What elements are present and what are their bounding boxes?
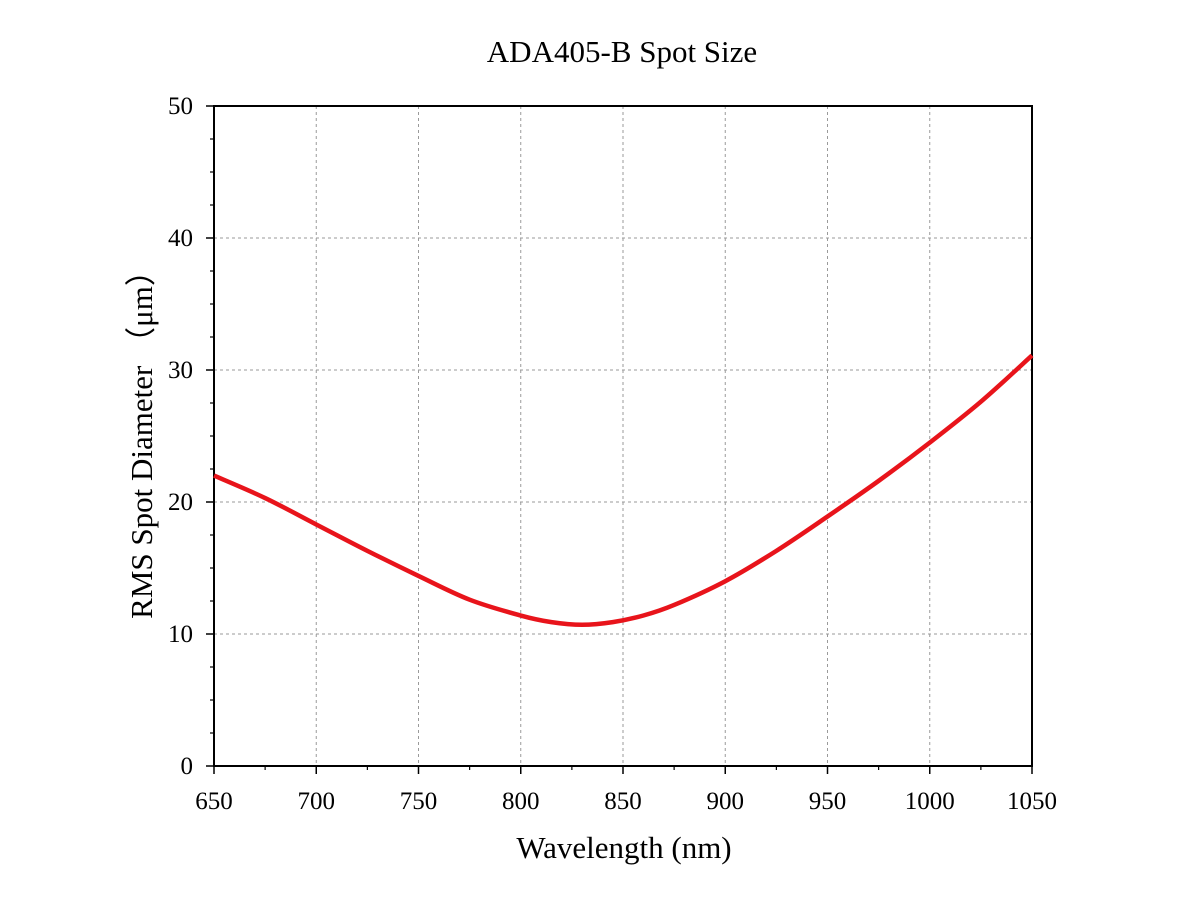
major-ticks [206, 105, 1033, 774]
plot-frame [213, 105, 1033, 767]
y-tick-label: 0 [181, 753, 194, 780]
y-tick-label: 20 [168, 489, 193, 516]
y-tick-label: 40 [168, 225, 193, 252]
y-tick-label: 10 [168, 621, 193, 648]
x-tick-label: 700 [298, 788, 336, 815]
grid-lines [214, 106, 1032, 766]
chart-title: ADA405-B Spot Size [487, 34, 757, 69]
x-tick-label: 950 [809, 788, 847, 815]
x-tick-label: 1050 [1007, 788, 1057, 815]
x-tick-label: 750 [400, 788, 438, 815]
x-tick-label: 850 [604, 788, 642, 815]
y-tick-label: 30 [168, 357, 193, 384]
x-tick-label: 1000 [905, 788, 955, 815]
x-tick-label: 650 [195, 788, 233, 815]
y-axis-label: RMS Spot Diameter （μm） [124, 255, 159, 619]
y-tick-label: 50 [168, 93, 193, 120]
y-tick-labels: 0 10 20 30 40 50 [168, 93, 193, 780]
x-tick-label: 900 [707, 788, 745, 815]
x-tick-label: 800 [502, 788, 540, 815]
minor-ticks [210, 138, 982, 770]
x-axis-label: Wavelength (nm) [516, 830, 731, 865]
series-line [213, 353, 1034, 628]
x-tick-labels: 650 700 750 800 850 900 950 1000 1050 [195, 788, 1057, 815]
series-layer [213, 353, 1034, 628]
